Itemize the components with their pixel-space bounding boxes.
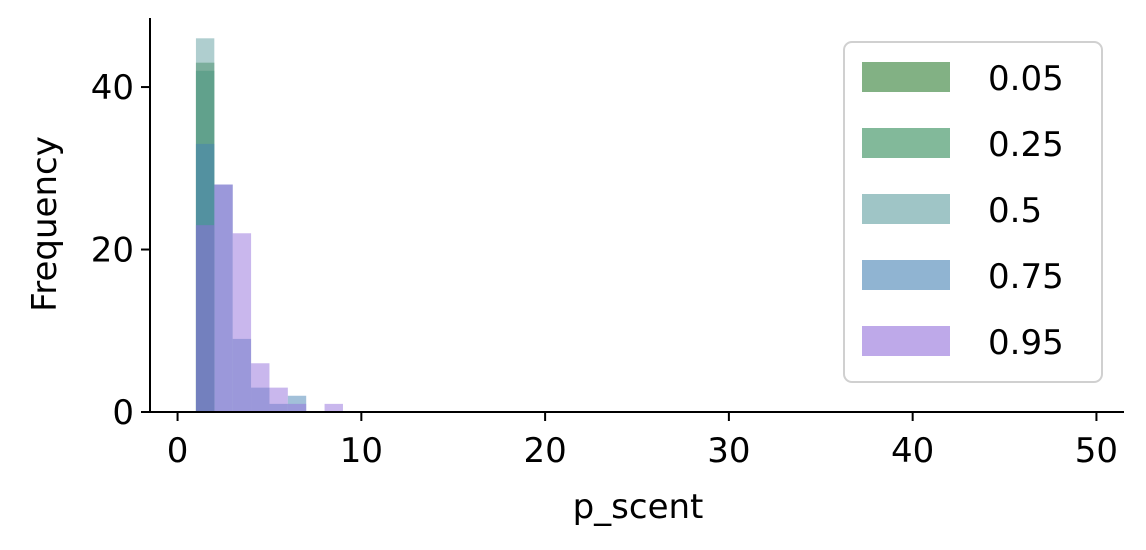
bar-series-4-bin-0 bbox=[195, 225, 215, 412]
legend-swatch-1 bbox=[862, 128, 950, 158]
bar-series-4-bin-4 bbox=[269, 387, 288, 412]
legend-swatch-2 bbox=[862, 194, 950, 224]
x-tick-label: 10 bbox=[340, 431, 383, 471]
x-tick-label: 20 bbox=[523, 431, 566, 471]
x-tick-label: 0 bbox=[167, 431, 189, 471]
y-tick-label: 0 bbox=[112, 393, 134, 433]
ticks: 0 10 20 30 40 50 0 20 40 bbox=[91, 68, 1118, 471]
legend-label-0: 0.05 bbox=[988, 59, 1064, 99]
bar-series-4-bin-5 bbox=[287, 403, 307, 412]
y-tick-label: 40 bbox=[91, 68, 134, 108]
y-tick-label: 20 bbox=[91, 231, 134, 271]
x-axis-title: p_scent bbox=[573, 487, 704, 527]
legend-label-1: 0.25 bbox=[988, 125, 1064, 165]
legend-swatch-3 bbox=[862, 260, 950, 290]
bar-series-4-bin-1 bbox=[214, 184, 233, 412]
axes bbox=[149, 18, 1124, 413]
histogram-bars bbox=[195, 38, 343, 413]
legend-label-3: 0.75 bbox=[988, 257, 1064, 297]
legend-frame bbox=[843, 41, 1103, 383]
x-tick-label: 30 bbox=[707, 431, 750, 471]
y-axis-title: Frequency bbox=[25, 136, 65, 312]
legend-swatch-4 bbox=[862, 326, 950, 356]
legend-swatch-0 bbox=[862, 62, 950, 92]
bar-series-4-bin-2 bbox=[232, 233, 252, 412]
legend: 0.05 0.25 0.5 0.75 0.95 bbox=[843, 41, 1103, 383]
bar-series-4-bin-3 bbox=[251, 363, 270, 412]
legend-label-2: 0.5 bbox=[988, 191, 1042, 231]
x-tick-label: 40 bbox=[891, 431, 934, 471]
legend-label-4: 0.95 bbox=[988, 323, 1064, 363]
x-tick-label: 50 bbox=[1075, 431, 1118, 471]
bar-series-4-bin-7 bbox=[324, 403, 343, 412]
